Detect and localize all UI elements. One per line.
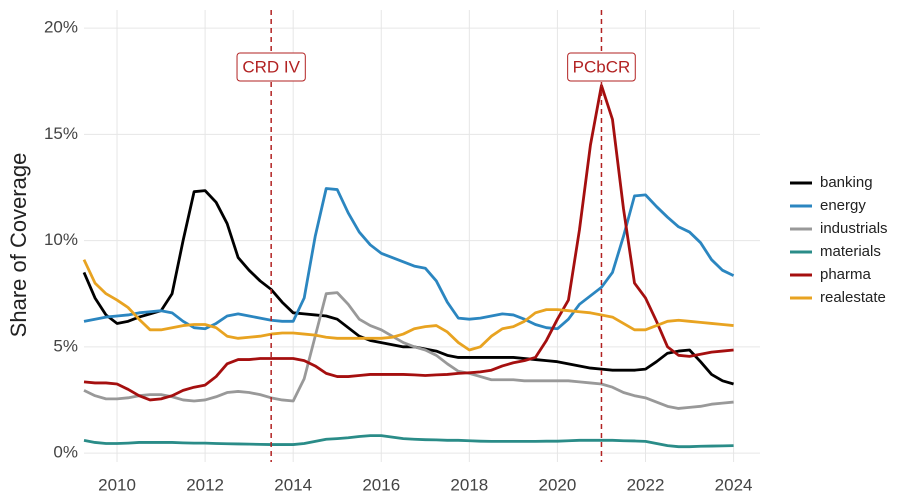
- annotation-label: CRD IV: [242, 57, 300, 76]
- legend-label: realestate: [820, 289, 886, 306]
- x-tick-label: 2016: [362, 475, 400, 494]
- y-tick-label: 0%: [53, 443, 78, 462]
- y-tick-label: 10%: [44, 230, 78, 249]
- grid: [84, 10, 760, 462]
- legend-label: banking: [820, 174, 873, 191]
- y-tick-label: 15%: [44, 124, 78, 143]
- x-tick-label: 2024: [715, 475, 753, 494]
- legend-label: pharma: [820, 266, 872, 283]
- legend-label: materials: [820, 243, 881, 260]
- legend-label: industrials: [820, 220, 888, 237]
- annotation-label: PCbCR: [573, 57, 631, 76]
- series-line: [83, 84, 734, 402]
- annotation-box: [236, 52, 306, 82]
- series-line: [82, 189, 734, 386]
- x-tick-label: 2010: [98, 475, 136, 494]
- y-axis-label: Share of Coverage: [6, 153, 31, 338]
- series-line: [83, 291, 734, 410]
- annotation-box: [567, 52, 636, 82]
- series-line: [83, 434, 734, 449]
- x-tick-label: 2012: [186, 475, 224, 494]
- legend-label: energy: [820, 197, 866, 214]
- x-tick-label: 2022: [627, 475, 665, 494]
- series-line: [82, 259, 734, 352]
- y-tick-label: 5%: [53, 336, 78, 355]
- x-tick-label: 2020: [539, 475, 577, 494]
- x-tick-label: 2018: [450, 475, 488, 494]
- y-tick-label: 20%: [44, 18, 78, 37]
- x-tick-label: 2014: [274, 475, 312, 494]
- series-line: [83, 187, 735, 331]
